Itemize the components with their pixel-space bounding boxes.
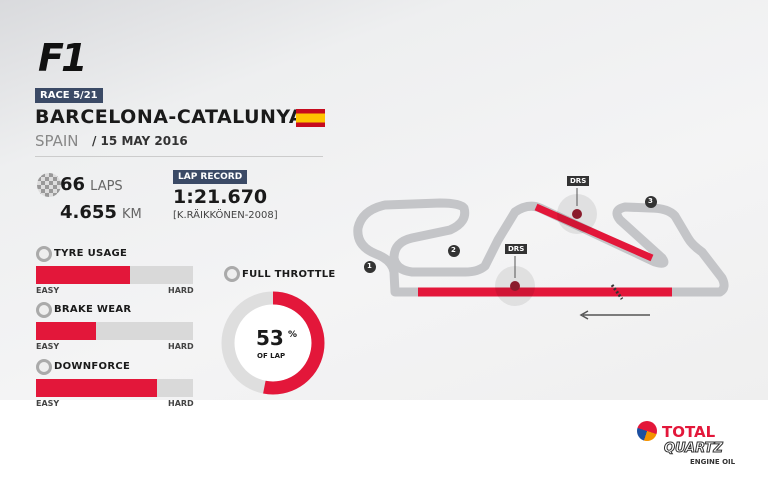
bar-fill	[36, 379, 157, 397]
drs-label: DRS	[505, 244, 528, 254]
brake-icon	[36, 302, 52, 318]
race-badge: RACE 5/21	[35, 88, 103, 103]
throttle-value: 53	[256, 326, 284, 350]
sponsor-product: QUARTZ	[664, 441, 724, 457]
throttle-sub: OF LAP	[257, 352, 286, 360]
downforce-bar	[36, 379, 193, 397]
tyre-icon	[36, 246, 52, 262]
spain-flag-icon	[296, 109, 325, 127]
lap-record-badge: LAP RECORD	[173, 170, 248, 184]
corner-marker	[645, 196, 657, 208]
corner-number: 1	[367, 262, 372, 270]
arrow-head	[579, 310, 589, 320]
circuit-name: BARCELONA-CATALUNYA	[35, 106, 305, 128]
brake-wear-bar	[36, 322, 193, 340]
drs-point	[510, 281, 520, 291]
drs-label: DRS	[567, 176, 590, 186]
sponsor-tagline: ENGINE OIL	[690, 458, 736, 466]
throttle-percent: %	[288, 330, 298, 340]
metric-label: BRAKE WEAR	[54, 304, 132, 315]
metric-label: TYRE USAGE	[54, 248, 128, 259]
corner-number: 2	[451, 246, 456, 254]
distance-value: 4.655	[60, 202, 117, 223]
drs-point	[572, 209, 582, 219]
country: SPAIN	[35, 132, 79, 150]
race-date: / 15 MAY 2016	[92, 134, 188, 148]
donut-fill	[221, 291, 325, 395]
metric-label: DOWNFORCE	[54, 361, 131, 372]
drs-zone-back-straight	[534, 203, 654, 262]
track-map	[353, 188, 729, 320]
bar-fill	[36, 322, 96, 340]
track-outline	[353, 198, 729, 297]
distance-unit: KM	[122, 207, 142, 222]
full-throttle-label: FULL THROTTLE	[242, 269, 336, 280]
corner-number: 3	[648, 197, 653, 205]
easy-label: EASY	[36, 342, 60, 351]
speedometer-icon	[224, 266, 240, 282]
easy-label: EASY	[36, 286, 60, 295]
divider	[35, 156, 323, 157]
hard-label: HARD	[168, 342, 194, 351]
easy-label: EASY	[36, 399, 60, 408]
checkered-flag-icon	[37, 173, 61, 197]
wing-icon	[36, 359, 52, 375]
corner-marker	[364, 261, 376, 273]
laps-unit: LAPS	[90, 179, 123, 194]
bar-fill	[36, 266, 131, 284]
sponsor-name: TOTAL	[662, 423, 716, 441]
lap-record-time: 1:21.670	[173, 186, 268, 208]
tyre-usage-bar	[36, 266, 193, 284]
total-logo-icon	[637, 421, 657, 441]
hard-label: HARD	[168, 286, 194, 295]
finish-line-icon	[610, 284, 624, 300]
throttle-donut	[221, 291, 325, 395]
laps-value: 66	[60, 174, 86, 195]
lap-record-holder: [K.RÄIKKÖNEN-2008]	[173, 210, 278, 221]
hard-label: HARD	[168, 399, 194, 408]
corner-marker	[448, 245, 460, 257]
f1-logo: F1	[38, 36, 87, 80]
